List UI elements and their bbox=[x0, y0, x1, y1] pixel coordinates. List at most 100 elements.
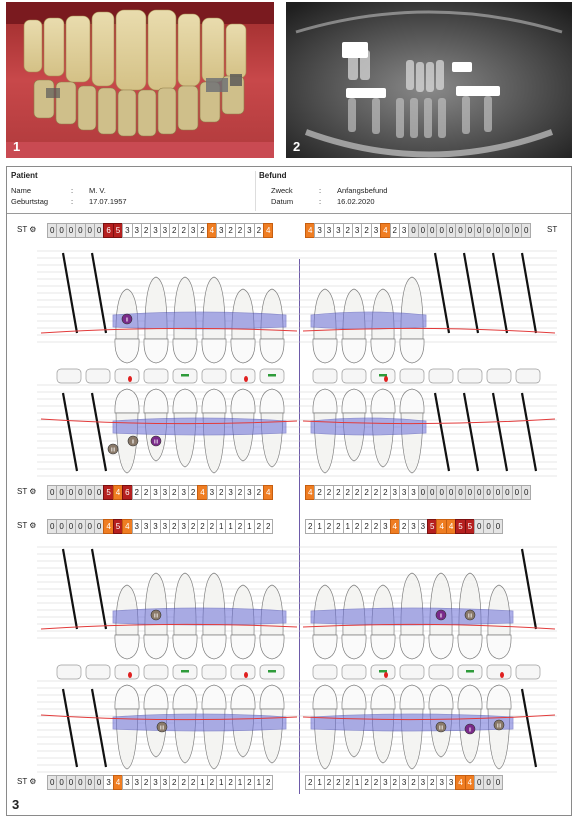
probing-depth-cell[interactable]: 2 bbox=[262, 775, 274, 790]
gingival-margin-line bbox=[302, 327, 556, 334]
occlusal-view-symbol[interactable] bbox=[56, 664, 82, 680]
probing-depth-cell[interactable]: 4 bbox=[262, 223, 274, 238]
upper-tooth-crown bbox=[428, 634, 454, 660]
dental-midline bbox=[299, 259, 300, 794]
furcation-grade: III bbox=[154, 614, 159, 620]
missing-tooth-mark bbox=[90, 252, 108, 334]
furcation-marker[interactable]: III bbox=[156, 721, 168, 733]
missing-tooth-mark bbox=[433, 392, 451, 472]
header-divider bbox=[255, 171, 256, 211]
name-value: M. V. bbox=[89, 186, 106, 195]
probing-depth-cell[interactable]: 0 bbox=[492, 519, 504, 534]
probing-depth-cell[interactable]: 0 bbox=[520, 485, 532, 500]
occlusal-view-symbol[interactable] bbox=[143, 664, 169, 680]
attachment-loss-band bbox=[112, 607, 287, 626]
bleeding-marker bbox=[244, 376, 248, 382]
lower-tooth-crown bbox=[201, 388, 227, 414]
furcation-grade: III bbox=[111, 448, 116, 454]
upper-tooth-crown bbox=[230, 634, 256, 660]
occlusal-view-symbol[interactable] bbox=[399, 368, 425, 384]
furcation-marker[interactable]: III bbox=[150, 435, 162, 447]
occlusal-view-symbol[interactable] bbox=[230, 664, 256, 680]
upper-tooth-crown bbox=[399, 338, 425, 364]
separator: : bbox=[71, 197, 74, 206]
attachment-loss-band bbox=[310, 311, 427, 330]
gingival-margin-line bbox=[40, 714, 298, 721]
occlusal-view-symbol[interactable] bbox=[515, 368, 541, 384]
occlusal-view-symbol[interactable] bbox=[114, 664, 140, 680]
occlusal-view-symbol[interactable] bbox=[457, 368, 483, 384]
missing-tooth-mark bbox=[520, 548, 538, 630]
furcation-marker[interactable]: III bbox=[150, 609, 162, 621]
missing-tooth-mark bbox=[520, 252, 538, 334]
furcation-marker[interactable]: III bbox=[435, 721, 447, 733]
furcation-marker[interactable]: III bbox=[464, 609, 476, 621]
occlusal-view-symbol[interactable] bbox=[143, 368, 169, 384]
occlusal-view-symbol[interactable] bbox=[341, 368, 367, 384]
occlusal-view-symbol[interactable] bbox=[85, 368, 111, 384]
mobility-marker bbox=[181, 374, 189, 377]
st-label: ST ⚙ bbox=[17, 521, 37, 530]
gingival-margin-line bbox=[302, 714, 556, 721]
header-rule bbox=[7, 213, 571, 214]
purpose-value: Anfangsbefund bbox=[337, 186, 388, 195]
occlusal-view-symbol[interactable] bbox=[515, 664, 541, 680]
occlusal-view-symbol[interactable] bbox=[428, 368, 454, 384]
upper-tooth-crown bbox=[457, 634, 483, 660]
upper-tooth-crown bbox=[172, 338, 198, 364]
probing-depth-cell[interactable]: 0 bbox=[520, 223, 532, 238]
mobility-marker bbox=[466, 670, 474, 673]
lower-tooth-crown bbox=[370, 388, 396, 414]
furcation-marker[interactable]: II bbox=[121, 313, 133, 325]
occlusal-view-symbol[interactable] bbox=[486, 664, 512, 680]
mobility-marker bbox=[379, 670, 387, 673]
occlusal-view-symbol[interactable] bbox=[312, 368, 338, 384]
attachment-loss-band bbox=[310, 607, 514, 626]
mobility-marker bbox=[268, 670, 276, 673]
missing-tooth-mark bbox=[462, 252, 480, 334]
bleeding-marker bbox=[500, 672, 504, 678]
occlusal-view-symbol[interactable] bbox=[114, 368, 140, 384]
occlusal-view-symbol[interactable] bbox=[341, 664, 367, 680]
upper-tooth-crown bbox=[201, 338, 227, 364]
furcation-marker[interactable]: III bbox=[493, 719, 505, 731]
purpose-label: Zweck bbox=[271, 186, 293, 195]
furcation-grade: III bbox=[154, 440, 159, 446]
missing-tooth-mark bbox=[61, 252, 79, 334]
occlusal-view-symbol[interactable] bbox=[56, 368, 82, 384]
mobility-marker bbox=[379, 374, 387, 377]
st-row-lower-bottom-2: ST ⚙ 0 0 0 0 0 0 3 4 3 3 2 3 3 2 2 2 1 2 1 2 1 2 1 2 2 1 2 2 2 1 2 2 3 2 3 2… bbox=[13, 775, 565, 790]
probing-depth-cell[interactable]: 2 bbox=[262, 519, 274, 534]
upper-tooth-crown bbox=[259, 338, 285, 364]
occlusal-view-symbol[interactable] bbox=[428, 664, 454, 680]
dob-label: Geburtstag bbox=[11, 197, 49, 206]
furcation-marker[interactable]: II bbox=[435, 609, 447, 621]
occlusal-view-symbol[interactable] bbox=[201, 664, 227, 680]
furcation-marker[interactable]: II bbox=[464, 723, 476, 735]
lower-tooth-crown bbox=[201, 684, 227, 710]
occlusal-view-symbol[interactable] bbox=[230, 368, 256, 384]
upper-tooth-crown bbox=[172, 634, 198, 660]
intraoral-photo: 1 bbox=[6, 2, 274, 158]
occlusal-view-symbol[interactable] bbox=[312, 664, 338, 680]
occlusal-view-symbol[interactable] bbox=[399, 664, 425, 680]
furcation-marker[interactable]: II bbox=[127, 435, 139, 447]
furcation-marker[interactable]: III bbox=[107, 443, 119, 455]
dob-value: 17.07.1957 bbox=[89, 197, 127, 206]
missing-tooth-mark bbox=[491, 252, 509, 334]
occlusal-view-symbol[interactable] bbox=[85, 664, 111, 680]
probing-depth-cell[interactable]: 4 bbox=[262, 485, 274, 500]
figure-1-number: 1 bbox=[13, 139, 21, 154]
befund-section: Befund Zweck: Anfangsbefund Datum: 16.02.2… bbox=[259, 171, 387, 207]
attachment-loss-band bbox=[112, 311, 287, 330]
figure-3-number: 3 bbox=[12, 797, 20, 812]
missing-tooth-mark bbox=[61, 548, 79, 630]
upper-tooth-crown bbox=[370, 634, 396, 660]
occlusal-view-symbol[interactable] bbox=[201, 368, 227, 384]
probing-depth-cell[interactable]: 0 bbox=[492, 775, 504, 790]
occlusal-view-symbol[interactable] bbox=[486, 368, 512, 384]
